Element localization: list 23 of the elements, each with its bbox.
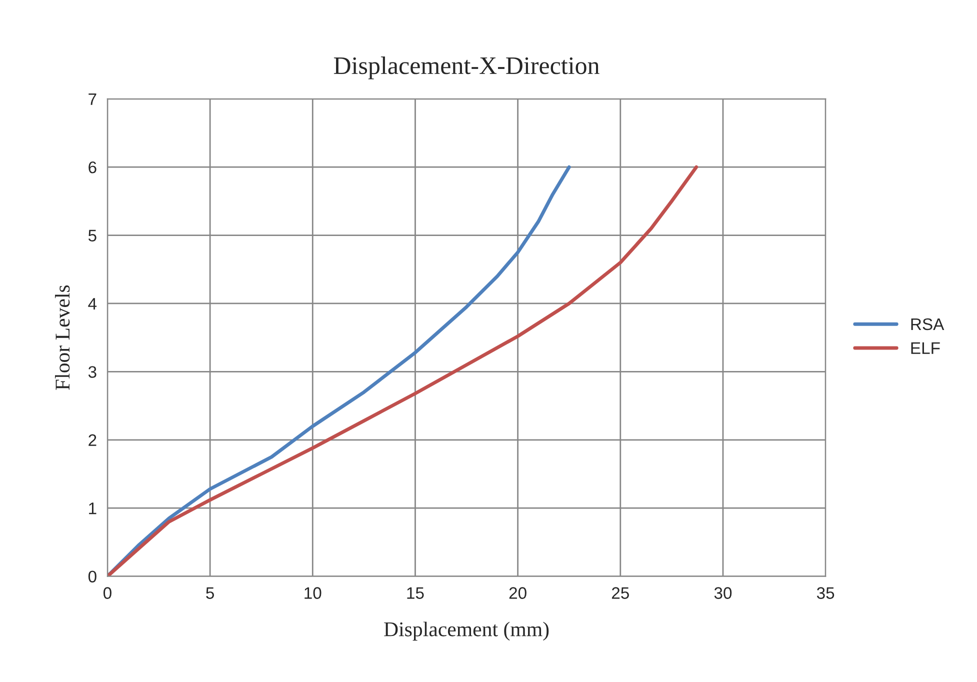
- y-tick-label: 6: [88, 161, 96, 174]
- x-axis-title: Displacement (mm): [384, 622, 549, 641]
- x-tick-label: 0: [103, 587, 112, 599]
- y-axis-title: Floor Levels: [55, 285, 70, 390]
- x-tick-label: 25: [612, 587, 629, 599]
- chart-title: Displacement-X-Direction: [334, 56, 600, 80]
- y-tick-label: 0: [88, 570, 96, 582]
- line-series: [107, 165, 571, 576]
- y-tick-label: 4: [88, 298, 97, 310]
- x-tick-label: 5: [206, 587, 214, 599]
- x-tick-label: 10: [304, 587, 322, 599]
- line-series: [107, 165, 698, 576]
- x-tick-label: 30: [714, 587, 732, 599]
- y-tick-label: 2: [88, 434, 96, 446]
- x-tick-label: 35: [816, 587, 834, 599]
- y-tick-label: 5: [88, 230, 96, 242]
- y-tick-label: 3: [88, 366, 96, 378]
- y-tick-label: 7: [88, 93, 96, 105]
- legend-label: ELF: [911, 342, 940, 354]
- x-tick-label: 15: [407, 587, 424, 599]
- legend-label: RSA: [911, 318, 944, 330]
- x-tick-label: 20: [509, 587, 526, 599]
- y-tick-label: 1: [89, 502, 96, 514]
